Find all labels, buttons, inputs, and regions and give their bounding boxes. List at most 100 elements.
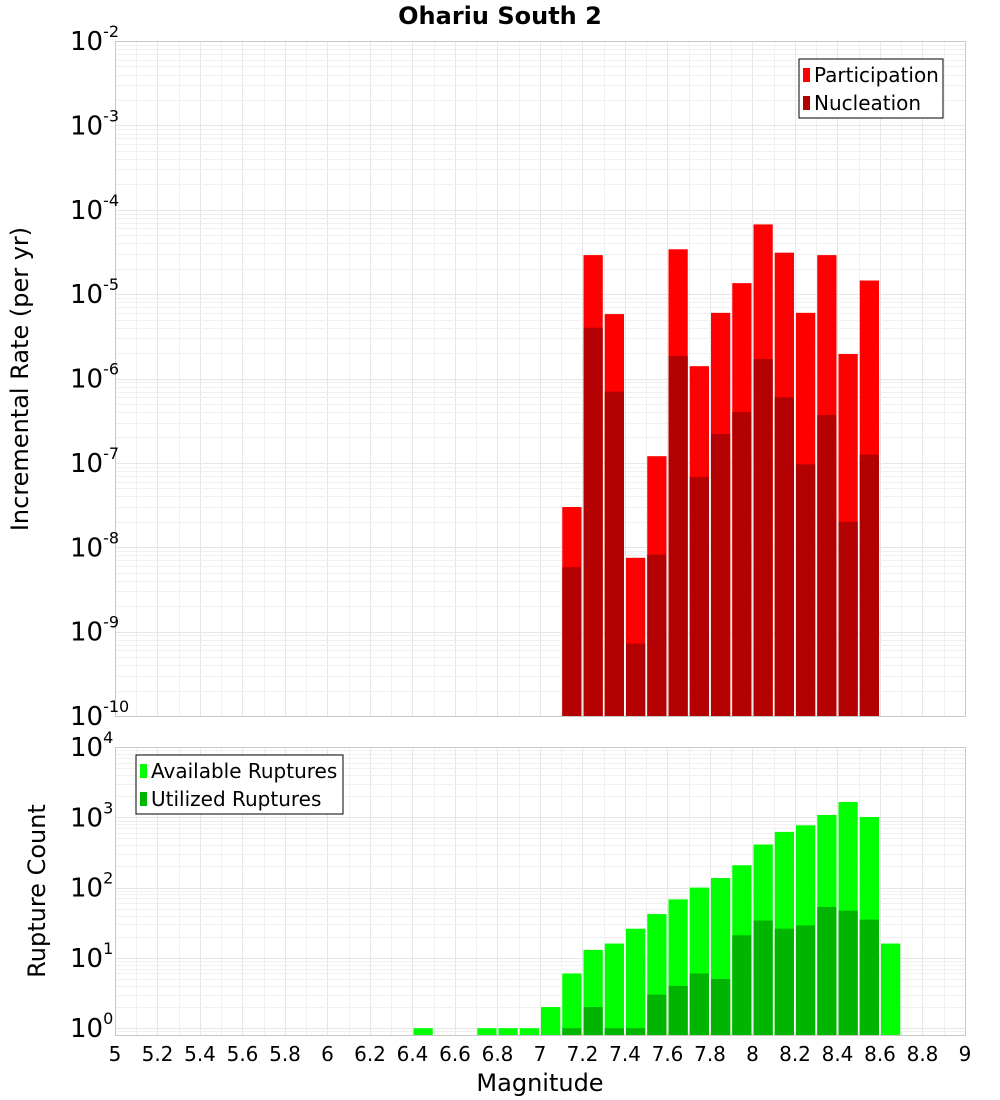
x-tick-label: 7.6 xyxy=(652,1042,684,1066)
top-y-tick-label: 10-7 xyxy=(70,444,119,479)
bottom-y-tick-base: 10 xyxy=(70,733,103,763)
nucleation-bar xyxy=(583,327,603,716)
nucleation-bar xyxy=(604,391,624,716)
top-y-tick-base: 10 xyxy=(70,27,103,57)
x-tick-label: 9 xyxy=(959,1042,972,1066)
top-y-tick-base: 10 xyxy=(70,365,103,395)
bottom-y-tick-label: 101 xyxy=(70,939,113,974)
available-bar xyxy=(541,1007,561,1035)
top-y-tick-label: 10-6 xyxy=(70,360,119,395)
top-y-tick-base: 10 xyxy=(70,196,103,226)
available-bar xyxy=(413,1028,433,1035)
utilized-bar xyxy=(774,928,794,1035)
nucleation-bar xyxy=(838,521,858,716)
utilized-bar xyxy=(604,1028,624,1035)
x-tick-label: 5.4 xyxy=(184,1042,216,1066)
top-y-tick-exponent: -3 xyxy=(103,106,119,125)
bottom-y-tick-base: 10 xyxy=(70,874,103,904)
top-y-tick-base: 10 xyxy=(70,533,103,563)
bottom-y-tick-base: 10 xyxy=(70,1014,103,1044)
top-y-tick-label: 10-4 xyxy=(70,191,119,226)
x-axis-label: Magnitude xyxy=(476,1069,603,1097)
nucleation-bars xyxy=(562,327,879,716)
x-tick-label: 6.2 xyxy=(354,1042,386,1066)
x-tick-label: 8.8 xyxy=(907,1042,939,1066)
bottom-legend-label: Available Ruptures xyxy=(151,759,337,783)
top-y-tick-exponent: -9 xyxy=(103,613,119,632)
nucleation-bar xyxy=(668,355,688,716)
bottom-y-tick-base: 10 xyxy=(70,944,103,974)
bottom-y-axis-label: Rupture Count xyxy=(23,804,51,978)
x-ticks: 5 5.2 5.4 5.6 5.8 6 6.2 6.4 6.6 6.8 7 7.2 7.4 7.6 7.8 8… xyxy=(109,1042,972,1066)
top-y-tick-exponent: -4 xyxy=(103,191,119,210)
top-y-tick-label: 10-2 xyxy=(70,22,119,57)
x-tick-label: 7 xyxy=(534,1042,547,1066)
utilized-bar xyxy=(583,1007,603,1035)
x-tick-label: 5 xyxy=(109,1042,122,1066)
top-y-ticks: 10-210-310-410-510-610-710-810-910-10 xyxy=(70,22,129,732)
top-y-tick-base: 10 xyxy=(70,111,103,141)
x-tick-label: 6.4 xyxy=(397,1042,429,1066)
nucleation-bar xyxy=(647,554,667,716)
x-tick-label: 5.8 xyxy=(269,1042,301,1066)
utilized-bar xyxy=(562,1028,582,1035)
top-y-tick-exponent: -7 xyxy=(103,444,119,463)
bottom-y-tick-base: 10 xyxy=(70,803,103,833)
available-bar xyxy=(562,973,582,1035)
top-y-tick-exponent: -8 xyxy=(103,528,119,547)
utilized-bar xyxy=(626,1028,646,1035)
top-y-axis-label: Incremental Rate (per yr) xyxy=(6,227,34,531)
top-legend-swatch xyxy=(803,96,810,110)
bottom-y-tick-exponent: 3 xyxy=(103,798,113,817)
utilized-bar xyxy=(796,925,816,1035)
utilized-bar xyxy=(689,973,709,1035)
bottom-y-tick-exponent: 0 xyxy=(103,1009,113,1028)
x-tick-label: 5.6 xyxy=(227,1042,259,1066)
bottom-y-tick-label: 100 xyxy=(70,1009,113,1044)
available-bar xyxy=(498,1028,518,1035)
top-y-tick-exponent: -6 xyxy=(103,360,119,379)
top-y-tick-base: 10 xyxy=(70,449,103,479)
bottom-legend-swatch xyxy=(140,792,147,806)
utilized-bar xyxy=(859,919,879,1035)
top-y-tick-label: 10-8 xyxy=(70,528,119,563)
x-tick-label: 7.4 xyxy=(609,1042,641,1066)
utilized-bar xyxy=(838,910,858,1035)
x-tick-label: 8.4 xyxy=(822,1042,854,1066)
nucleation-bar xyxy=(817,414,837,716)
available-bar xyxy=(626,928,646,1035)
bottom-y-tick-label: 103 xyxy=(70,798,113,833)
nucleation-bar xyxy=(711,433,731,716)
top-plot-border xyxy=(115,41,966,717)
bottom-plot-border xyxy=(115,747,966,1036)
top-legend-label: Participation xyxy=(814,63,939,87)
top-y-tick-base: 10 xyxy=(70,280,103,310)
x-tick-label: 6.8 xyxy=(482,1042,514,1066)
chart-title: Ohariu South 2 xyxy=(398,2,602,30)
top-y-tick-label: 10-3 xyxy=(70,106,119,141)
nucleation-bar xyxy=(796,464,816,716)
bottom-legend-label: Utilized Ruptures xyxy=(151,787,321,811)
bottom-legend-box xyxy=(135,754,344,815)
nucleation-bar xyxy=(753,359,773,716)
utilized-bar xyxy=(753,920,773,1035)
available-bar xyxy=(477,1028,497,1035)
bottom-y-tick-exponent: 1 xyxy=(103,939,113,958)
bottom-y-tick-exponent: 4 xyxy=(103,728,113,747)
x-tick-label: 7.8 xyxy=(694,1042,726,1066)
top-y-tick-exponent: -5 xyxy=(103,275,119,294)
nucleation-bar xyxy=(562,567,582,716)
top-y-tick-base: 10 xyxy=(70,702,103,732)
nucleation-bar xyxy=(626,643,646,716)
bottom-y-tick-label: 104 xyxy=(70,728,113,763)
x-tick-label: 5.2 xyxy=(142,1042,174,1066)
top-y-tick-exponent: -10 xyxy=(103,697,129,716)
x-tick-label: 6.6 xyxy=(439,1042,471,1066)
bottom-legend-swatch xyxy=(140,764,147,778)
top-y-tick-base: 10 xyxy=(70,618,103,648)
top-y-tick-label: 10-5 xyxy=(70,275,119,310)
top-y-tick-label: 10-10 xyxy=(70,697,129,732)
